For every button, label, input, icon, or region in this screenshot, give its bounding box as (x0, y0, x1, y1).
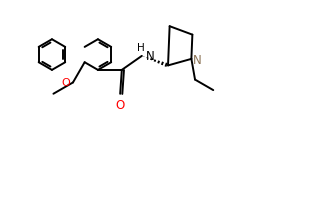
Text: O: O (61, 78, 70, 88)
Text: H: H (137, 43, 145, 53)
Text: O: O (116, 99, 125, 112)
Text: N: N (146, 50, 155, 63)
Text: N: N (193, 54, 202, 67)
